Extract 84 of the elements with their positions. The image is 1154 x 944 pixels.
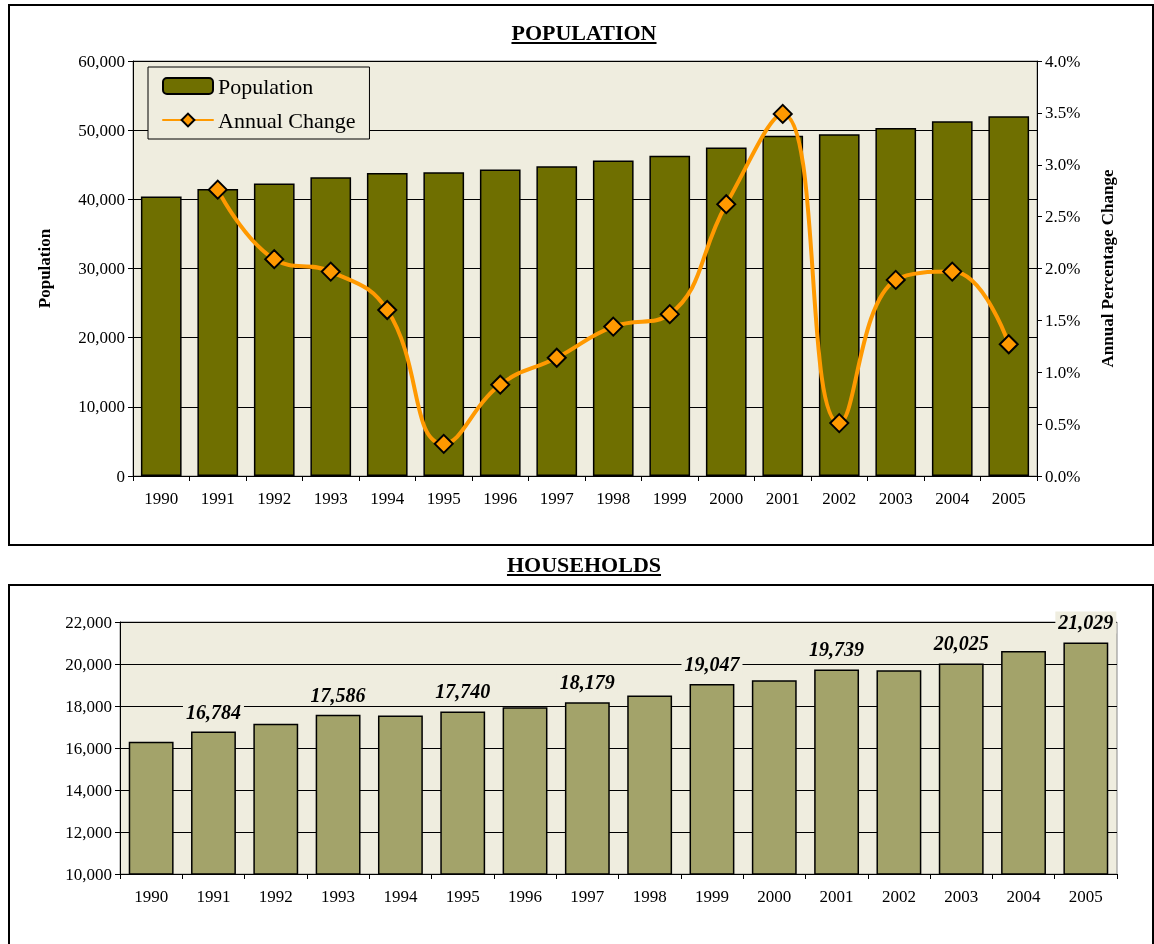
x-tick-label: 1996: [508, 887, 543, 906]
y-axis-title: Population: [35, 228, 54, 309]
y2-tick-label: 4.0%: [1045, 51, 1081, 71]
x-tick-label: 1992: [257, 489, 292, 508]
x-tick-label: 1992: [258, 887, 293, 906]
data-label: 16,784: [185, 700, 241, 723]
x-tick-label: 1990: [144, 489, 179, 508]
chart-title: POPULATION: [510, 20, 658, 46]
x-tick-label: 2001: [819, 887, 854, 906]
x-tick-label: 2004: [935, 489, 970, 508]
x-tick-label: 1999: [652, 489, 687, 508]
data-label: 19,739: [809, 638, 865, 661]
y-tick-label: 30,000: [78, 259, 125, 278]
chart-title: HOUSEHOLDS: [505, 552, 662, 578]
y2-tick-label: 0.5%: [1045, 414, 1081, 434]
y-tick-label: 0: [116, 466, 125, 486]
x-tick-label: 1998: [596, 489, 631, 508]
y-tick-label: 40,000: [78, 189, 125, 209]
data-label: 17,740: [435, 680, 491, 703]
point: [433, 433, 454, 454]
y2-tick-label: 3.5%: [1045, 103, 1081, 123]
x-tick-label: 1997: [570, 887, 605, 906]
x-tick-label: 2005: [1068, 887, 1103, 906]
point: [320, 261, 341, 282]
y-tick-label: 22,000: [65, 612, 112, 632]
x-tick-label: 1993: [321, 887, 356, 906]
x-tick-label: 2000: [757, 887, 792, 906]
y2-tick-label: 2.5%: [1045, 207, 1081, 227]
y-tick-label: 20,000: [65, 654, 112, 674]
x-tick-label: 1991: [200, 489, 235, 508]
y-tick-label: 18,000: [65, 696, 112, 716]
point: [772, 103, 793, 124]
y2-tick-label: 3.0%: [1045, 155, 1081, 175]
data-label: 17,586: [310, 683, 366, 706]
x-tick-label: 1991: [196, 887, 231, 906]
x-tick-label: 1997: [539, 489, 575, 508]
x-tick-label: 2004: [1006, 887, 1042, 906]
y-tick-label: 10,000: [65, 864, 112, 884]
y-tick-label: 14,000: [65, 780, 112, 800]
y-tick-label: 20,000: [78, 328, 125, 348]
point: [998, 334, 1019, 355]
x-tick-label: 2003: [878, 489, 913, 508]
x-tick-label: 1994: [383, 887, 418, 906]
point: [377, 300, 398, 320]
y2-tick-label: 0.0%: [1045, 466, 1081, 486]
y2-tick-label: 1.5%: [1045, 310, 1081, 330]
point: [716, 194, 737, 215]
x-tick-label: 1996: [483, 489, 518, 508]
y2-tick-label: 2.0%: [1045, 259, 1081, 278]
point: [885, 269, 906, 290]
x-tick-label: 1990: [134, 887, 169, 906]
x-tick-label: 2000: [709, 489, 744, 508]
point: [207, 179, 228, 200]
y-tick-label: 50,000: [78, 120, 125, 140]
x-tick-label: 2003: [944, 887, 979, 906]
x-tick-label: 2002: [881, 887, 916, 906]
x-tick-label: 1999: [694, 887, 729, 906]
x-tick-label: 2005: [991, 489, 1026, 508]
point: [942, 261, 963, 282]
point: [603, 316, 624, 337]
y-tick-label: 12,000: [65, 822, 112, 842]
x-tick-label: 1995: [445, 887, 480, 906]
x-tick-label: 1995: [426, 489, 461, 508]
y-tick-label: 10,000: [78, 397, 125, 417]
data-label: 21,029: [1057, 611, 1114, 634]
y2-axis-title: Annual Percentage Change: [1098, 169, 1117, 368]
data-label: 18,179: [559, 671, 615, 694]
x-tick-label: 1998: [632, 887, 667, 906]
x-tick-label: 2001: [765, 489, 800, 508]
x-tick-label: 1993: [313, 489, 348, 508]
point: [264, 249, 285, 270]
y2-tick-label: 1.0%: [1045, 362, 1081, 382]
point: [490, 374, 511, 395]
y-tick-label: 16,000: [65, 738, 112, 758]
x-tick-label: 2002: [822, 489, 857, 508]
legend-label: Population: [218, 73, 314, 99]
legend-label: Annual Change: [218, 107, 356, 133]
x-tick-label: 1994: [370, 489, 405, 508]
data-label: 19,047: [684, 653, 741, 676]
data-label: 20,025: [932, 632, 989, 655]
point: [546, 347, 567, 368]
y-tick-label: 60,000: [78, 51, 125, 71]
point: [659, 304, 680, 325]
point: [829, 413, 850, 434]
